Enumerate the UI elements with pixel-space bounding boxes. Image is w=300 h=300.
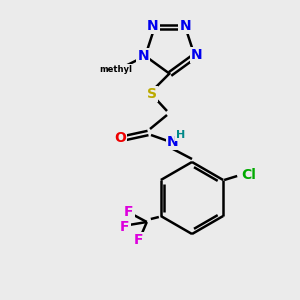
Text: methyl: methyl [99,64,132,74]
Text: Cl: Cl [242,168,256,182]
Text: N: N [147,19,158,33]
Text: N: N [167,135,179,149]
Text: F: F [134,233,144,247]
Text: S: S [147,87,157,101]
Text: F: F [124,205,134,219]
Text: O: O [114,131,126,145]
Text: N: N [137,49,149,63]
Text: N: N [191,48,203,62]
Text: N: N [179,19,191,33]
Text: H: H [176,130,186,140]
Text: F: F [120,220,130,234]
